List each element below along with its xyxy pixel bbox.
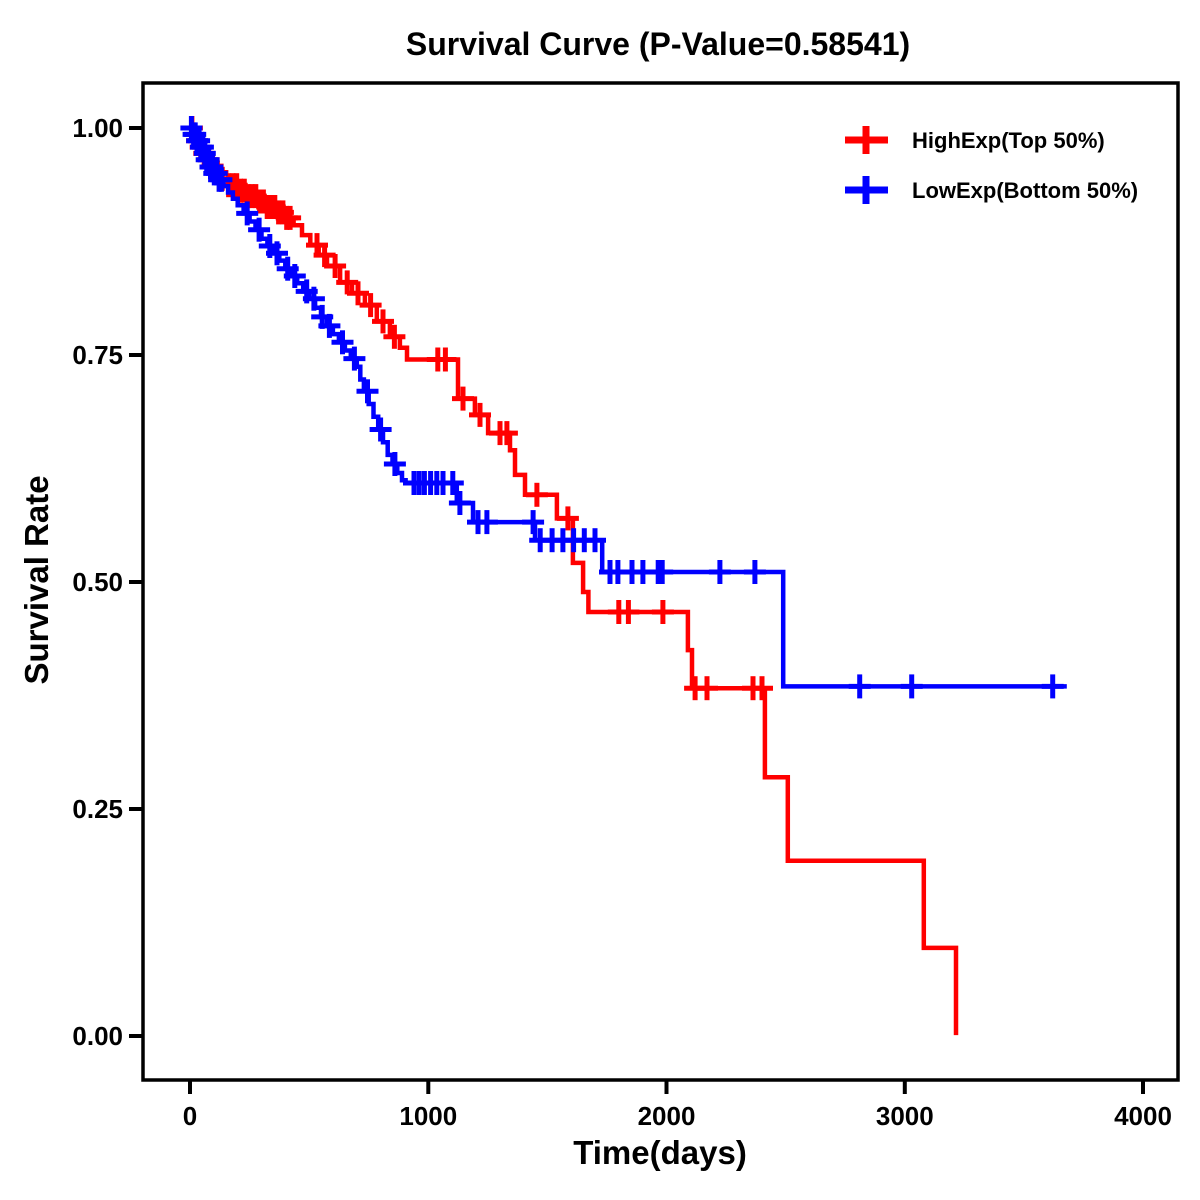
plot-frame [141,81,1180,1082]
x-tick-label: 4000 [1114,1101,1172,1131]
y-tick-label: 0.25 [72,794,123,824]
x-tick-label: 3000 [876,1101,934,1131]
y-tick-label: 1.00 [72,113,123,143]
legend-label-lowexp: LowExp(Bottom 50%) [912,178,1138,203]
survival-curve-highexp [190,125,959,1036]
y-axis-label: Survival Rate [18,475,55,684]
x-tick-label: 2000 [638,1101,696,1131]
y-tick-label: 0.00 [72,1021,123,1051]
x-tick-label: 1000 [399,1101,457,1131]
survival-curves [180,116,1067,1036]
y-tick-label: 0.75 [72,340,123,370]
chart-title: Survival Curve (P-Value=0.58541) [406,26,910,62]
x-axis-label: Time(days) [573,1134,747,1171]
x-tick-label: 0 [183,1101,197,1131]
y-tick-label: 0.50 [72,567,123,597]
plot-border [141,81,1180,1082]
legend: HighExp(Top 50%) LowExp(Bottom 50%) [845,126,1138,204]
axis-ticks: 0 1000 2000 3000 4000 0.00 0.25 0.50 0.75 1.00 [72,113,1172,1131]
legend-label-highexp: HighExp(Top 50%) [912,128,1105,153]
censor-marks-lowexp [180,116,1064,699]
